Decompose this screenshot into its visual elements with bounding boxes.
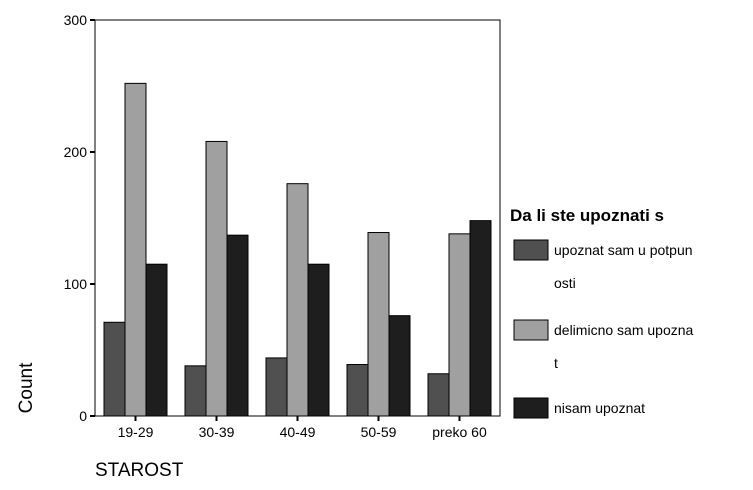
legend-label: upoznat sam u potpun osti [554,242,693,291]
legend-title: Da li ste upoznati s [510,206,664,225]
bar [226,234,249,417]
bar [307,263,330,417]
bar [448,233,471,417]
bar [103,321,126,417]
legend-label: delimicno sam upozna t [554,322,694,371]
x-tick-label: 50-59 [361,424,397,440]
bar [346,364,369,417]
x-tick-label: 19-29 [118,424,154,440]
legend-swatch [513,397,549,419]
bar [469,220,492,417]
bar [205,140,228,417]
y-tick-label: 300 [64,12,88,28]
bar [427,373,450,417]
y-tick-label: 100 [64,276,88,292]
bar [367,232,390,417]
y-axis-title: Count [16,362,37,413]
x-axis-title: STAROST [95,460,184,481]
y-tick-label: 0 [79,408,87,424]
bar [388,315,411,417]
legend-swatch [513,319,549,341]
bar [286,183,309,417]
legend-swatch [513,239,549,261]
bar [145,263,168,417]
y-tick-label: 200 [64,144,88,160]
legend-label: nisam upoznat [554,400,645,416]
bar [184,365,207,417]
bar [124,82,147,417]
x-tick-label: 40-49 [280,424,316,440]
x-tick-label: 30-39 [199,424,235,440]
legend: Da li ste upoznati s upoznat sam u potpu… [510,206,694,419]
x-tick-label: preko 60 [432,424,487,440]
bar [265,357,288,417]
